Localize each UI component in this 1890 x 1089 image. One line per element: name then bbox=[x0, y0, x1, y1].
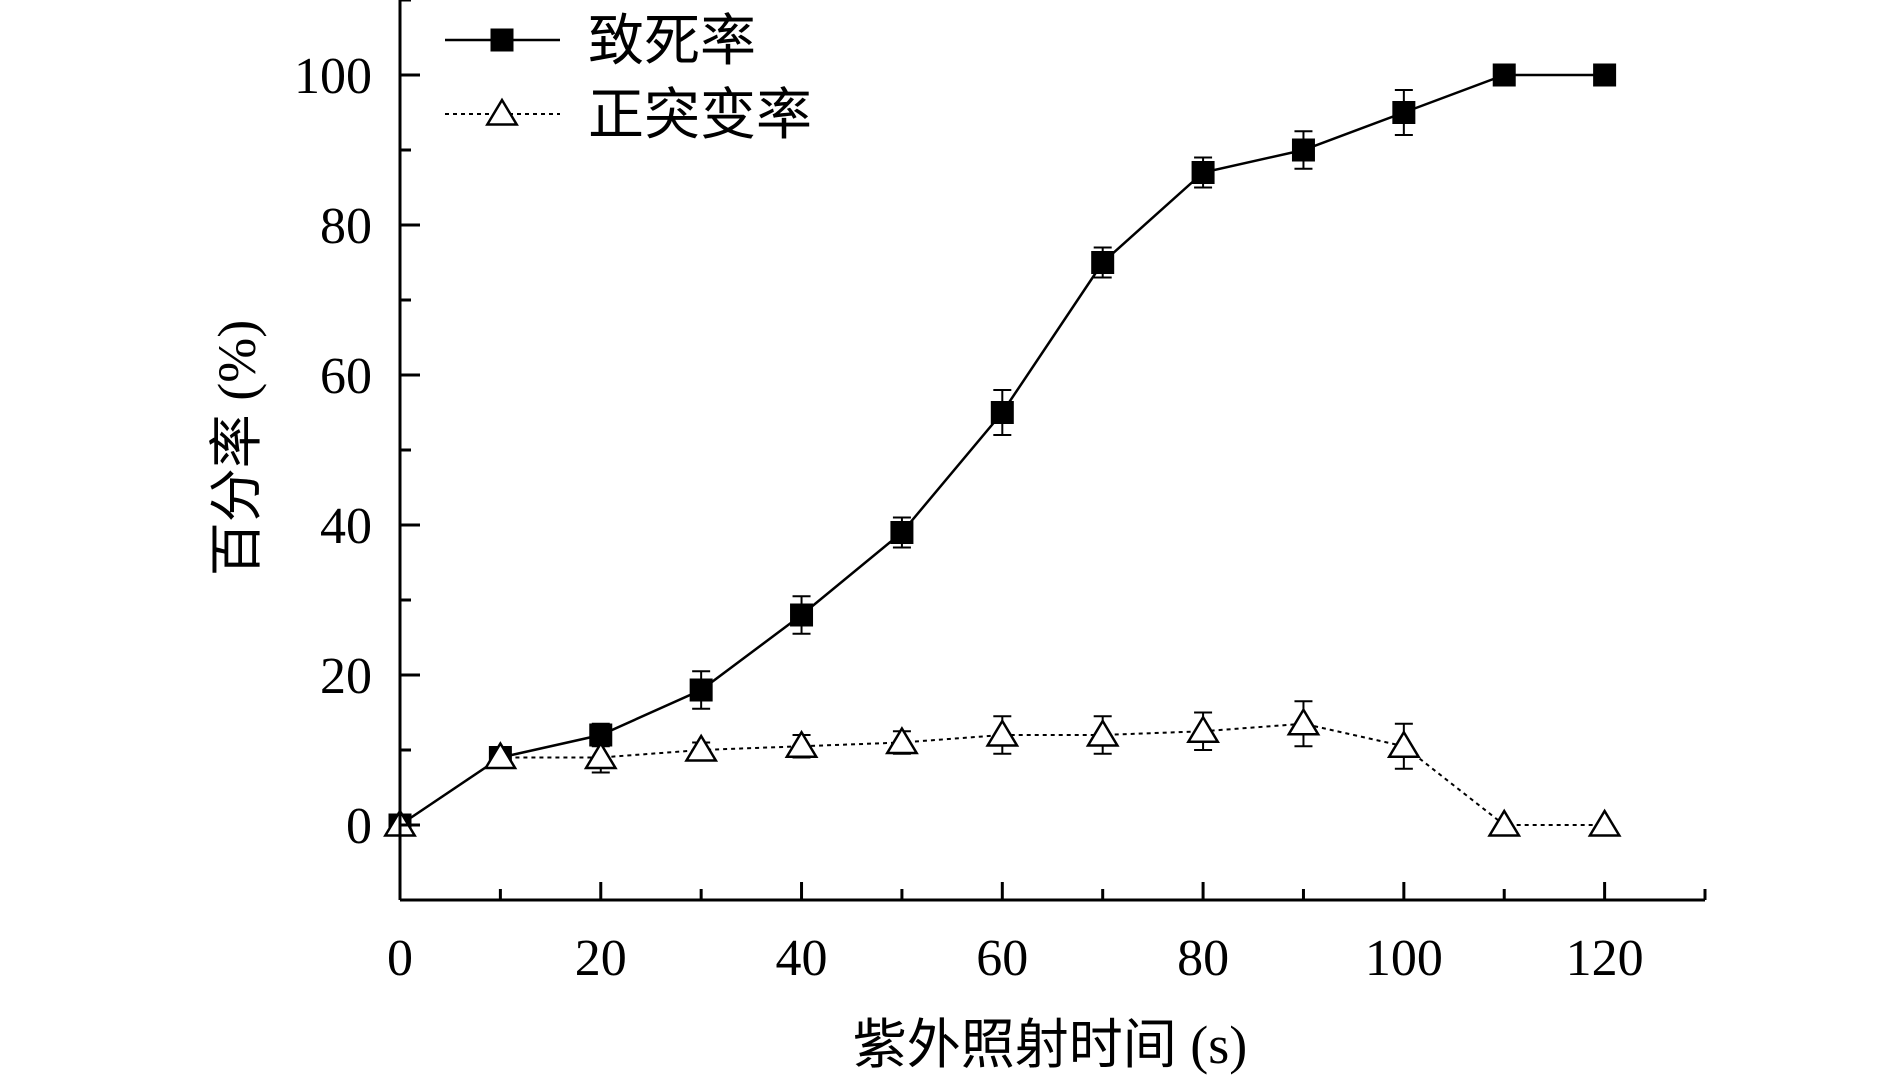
y-tick-label: 80 bbox=[320, 198, 372, 255]
data-point bbox=[985, 718, 1020, 747]
x-tick-label: 60 bbox=[976, 930, 1028, 987]
data-point bbox=[1191, 161, 1215, 184]
data-point bbox=[1085, 718, 1120, 747]
legend-label: 正突变率 bbox=[588, 85, 812, 147]
data-point bbox=[784, 729, 819, 758]
data-point bbox=[790, 603, 814, 627]
series-2 bbox=[383, 700, 1622, 837]
x-tick-label: 20 bbox=[575, 930, 627, 987]
legend-marker bbox=[490, 28, 514, 52]
data-point bbox=[1492, 63, 1516, 87]
y-tick-label: 60 bbox=[320, 348, 372, 405]
data-point bbox=[1386, 729, 1421, 758]
data-point bbox=[1186, 714, 1220, 743]
legend-marker bbox=[485, 97, 519, 126]
data-point bbox=[483, 741, 518, 770]
plot-lines bbox=[383, 63, 1622, 837]
y-tick-label: 0 bbox=[346, 798, 372, 855]
data-point bbox=[885, 726, 919, 755]
data-point bbox=[1091, 251, 1115, 274]
y-tick-label: 100 bbox=[294, 48, 372, 105]
y-tick-label: 40 bbox=[320, 498, 372, 555]
series-line bbox=[399, 73, 1605, 827]
data-point bbox=[689, 678, 713, 702]
data-point bbox=[1291, 138, 1315, 162]
data-point bbox=[583, 741, 618, 770]
data-point bbox=[684, 733, 719, 762]
ticks: 0 20 40 60 80 100 120 0 20 40 60 80 100 bbox=[294, 0, 1707, 987]
x-tick-label: 120 bbox=[1566, 930, 1644, 987]
legend-label: 致死率 bbox=[588, 11, 756, 73]
data-point bbox=[1487, 808, 1522, 837]
x-axis-title: 紫外照射时间 (s) bbox=[853, 1015, 1247, 1075]
x-tick-label: 0 bbox=[387, 930, 413, 987]
x-tick-label: 100 bbox=[1365, 930, 1443, 987]
data-point bbox=[1392, 101, 1416, 124]
x-tick-label: 80 bbox=[1177, 930, 1229, 987]
data-point bbox=[1593, 63, 1617, 87]
y-tick-label: 20 bbox=[320, 648, 372, 705]
data-point bbox=[1587, 808, 1622, 837]
data-point bbox=[1286, 707, 1321, 736]
data-point bbox=[990, 401, 1014, 424]
y-axis-title: 百分率 (%) bbox=[207, 320, 267, 576]
series-1 bbox=[388, 63, 1617, 837]
data-point bbox=[890, 521, 914, 544]
x-tick-label: 40 bbox=[776, 930, 828, 987]
